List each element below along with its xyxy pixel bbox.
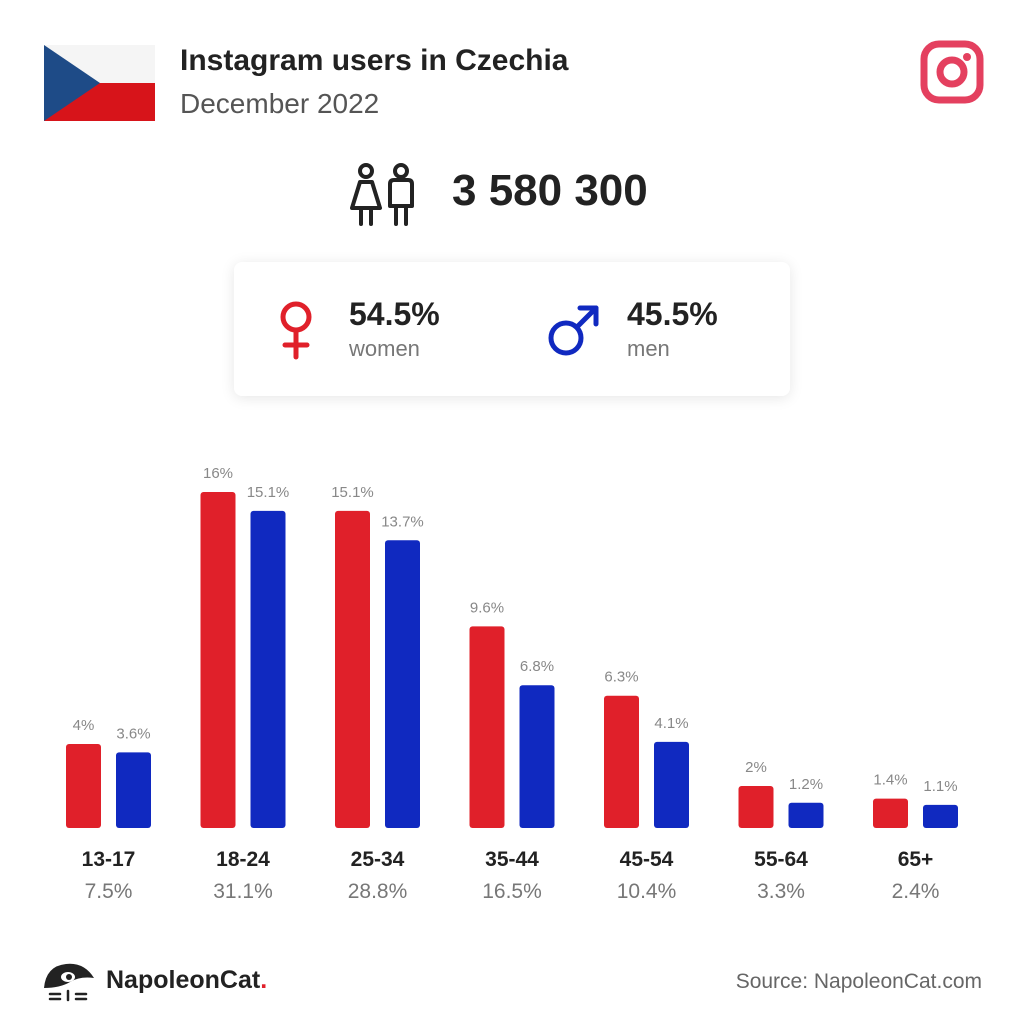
category-label: 65+: [898, 848, 934, 871]
category-total: 7.5%: [85, 880, 133, 903]
data-label: 1.1%: [923, 778, 957, 795]
female-symbol-icon: [280, 301, 312, 360]
bar-women: [335, 510, 370, 828]
bar-women: [469, 626, 505, 828]
category-label: 13-17: [82, 848, 136, 871]
men-percentage: 45.5%: [627, 296, 718, 332]
data-label: 15.1%: [331, 484, 374, 501]
data-label: 4.1%: [654, 715, 688, 732]
users-icon: [350, 163, 414, 226]
category-total: 10.4%: [617, 880, 677, 903]
category-label: 35-44: [485, 848, 539, 871]
chart-title: Instagram users in Czechia: [180, 44, 569, 77]
czech-flag-icon: [44, 45, 155, 121]
brand-name: NapoleonCat.: [106, 966, 267, 995]
data-label: 15.1%: [247, 484, 290, 501]
chart-subtitle: December 2022: [180, 88, 380, 119]
category-label: 25-34: [351, 848, 405, 871]
brand-dot: .: [260, 966, 268, 994]
source-text: Source: NapoleonCat.com: [735, 970, 982, 993]
data-label: 6.8%: [520, 658, 554, 675]
brand-name-text: NapoleonCat: [106, 966, 261, 994]
napoleoncat-logo-icon: [44, 963, 94, 1002]
category-label: 18-24: [216, 848, 270, 871]
total-users: 3 580 300: [452, 166, 648, 215]
data-label: 2%: [745, 759, 767, 776]
bar-women: [200, 492, 236, 828]
women-percentage: 54.5%: [349, 296, 440, 332]
data-label: 1.4%: [873, 772, 907, 789]
bar-women: [873, 798, 908, 828]
category-label: 45-54: [620, 848, 674, 871]
bar-women: [604, 695, 639, 828]
age-gender-bar-chart: 4% 3.6% 13-17 7.5% 16% 15.1% 18-24 31.1% 15.1% 13…: [66, 465, 958, 903]
men-label: men: [627, 336, 670, 361]
bar-women: [66, 744, 101, 828]
bar-men: [923, 804, 958, 828]
bar-men: [385, 540, 420, 828]
data-label: 16%: [203, 465, 233, 482]
category-total: 3.3%: [757, 880, 805, 903]
women-label: women: [349, 336, 420, 361]
category-total: 2.4%: [892, 880, 940, 903]
data-label: 13.7%: [381, 513, 424, 530]
bar-women: [738, 786, 774, 828]
male-symbol-icon: [548, 305, 599, 356]
category-label: 55-64: [754, 848, 808, 871]
bar-men: [788, 802, 824, 828]
bar-men: [519, 685, 555, 828]
instagram-icon: [920, 40, 984, 104]
gender-card: 54.5% women 45.5% men: [234, 262, 790, 396]
bar-men: [654, 741, 689, 828]
category-total: 28.8%: [348, 880, 408, 903]
bar-men: [250, 510, 286, 828]
data-label: 1.2%: [789, 776, 823, 793]
data-label: 3.6%: [116, 725, 150, 742]
data-label: 4%: [73, 717, 95, 734]
category-total: 31.1%: [213, 880, 273, 903]
data-label: 6.3%: [604, 669, 638, 686]
bar-men: [116, 752, 151, 828]
data-label: 9.6%: [470, 599, 504, 616]
category-total: 16.5%: [482, 880, 542, 903]
